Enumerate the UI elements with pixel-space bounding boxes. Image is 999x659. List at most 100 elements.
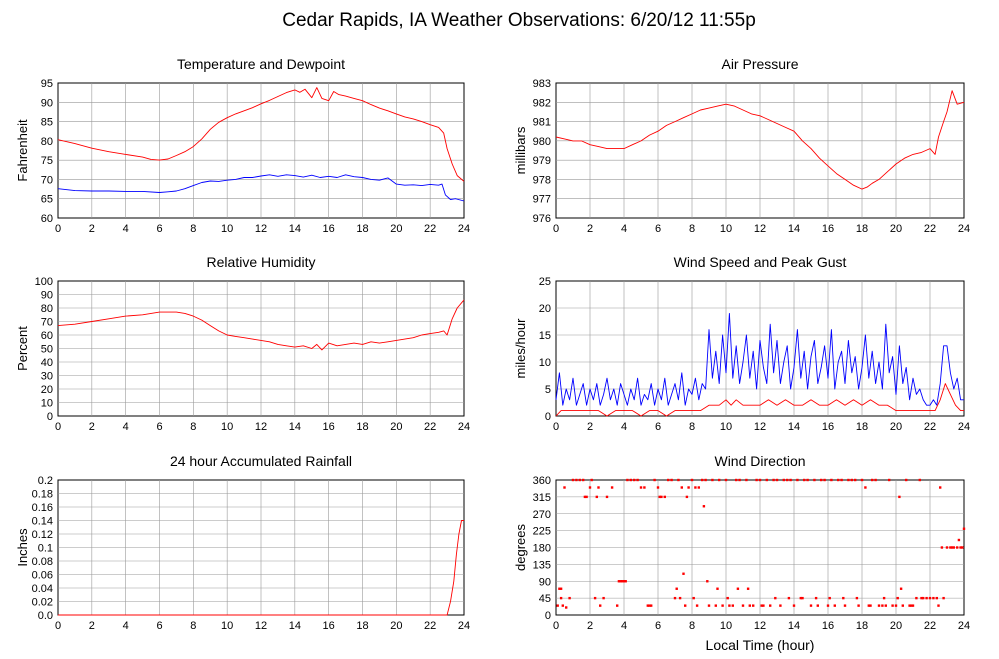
data-point — [786, 478, 789, 482]
x-tick-label: 24 — [958, 620, 970, 632]
data-point — [789, 478, 792, 482]
data-point — [678, 596, 682, 600]
data-point — [937, 604, 940, 607]
data-point — [881, 604, 884, 607]
data-point — [680, 486, 683, 489]
x-tick-label: 22 — [924, 223, 936, 235]
data-point — [830, 478, 833, 482]
y-tick-label: 100 — [35, 276, 53, 288]
data-point — [658, 495, 661, 499]
chart-rain: 0 2 4 6 8 10 12 14 16 18 20 22 240.00.020.040.060.08… — [15, 453, 470, 632]
data-point — [692, 596, 695, 600]
data-point — [842, 596, 845, 600]
y-tick-label: 135 — [533, 559, 551, 571]
y-axis-label: Percent — [15, 326, 30, 371]
y-tick-label: 983 — [533, 78, 551, 90]
series-wind-0 — [555, 312, 964, 406]
x-tick-label: 22 — [924, 421, 936, 433]
data-point — [898, 495, 901, 499]
data-point — [718, 478, 721, 482]
data-point — [716, 587, 719, 590]
series-rain-0 — [58, 520, 464, 616]
data-point — [787, 596, 791, 600]
data-point — [957, 538, 961, 542]
x-tick-label: 14 — [788, 421, 800, 433]
series-line — [58, 520, 464, 616]
data-point — [745, 478, 748, 482]
data-point — [952, 546, 955, 549]
data-point — [697, 486, 700, 489]
data-point — [626, 478, 629, 482]
x-tick-label: 6 — [156, 223, 162, 235]
data-point — [565, 606, 568, 609]
series-humidity-0 — [57, 299, 465, 351]
y-tick-label: 315 — [533, 492, 551, 504]
data-point — [675, 587, 678, 590]
data-point — [707, 604, 711, 607]
data-point — [724, 478, 728, 482]
page-xlabel: Local Time (hour) — [706, 637, 815, 653]
data-point — [874, 478, 877, 482]
data-point — [656, 486, 660, 489]
data-point — [854, 478, 857, 482]
y-tick-label: 95 — [41, 78, 53, 90]
data-point — [559, 596, 563, 600]
data-point — [962, 527, 966, 530]
data-point — [660, 495, 663, 499]
data-point — [922, 596, 925, 600]
x-tick-label: 12 — [754, 421, 766, 433]
y-tick-label: 976 — [533, 213, 551, 225]
x-tick-label: 10 — [720, 620, 732, 632]
chart-direction: 0 2 4 6 8 10 12 14 16 18 20 22 240459013518022527031… — [513, 453, 970, 632]
y-tick-label: 0.14 — [32, 516, 53, 528]
chart-pressure: 0 2 4 6 8 10 12 14 16 18 20 22 249769779789799809819… — [513, 56, 970, 235]
chart-temp: 0 2 4 6 8 10 12 14 16 18 20 22 246065707580859095Tem… — [15, 56, 470, 235]
data-point — [563, 486, 566, 489]
series-temp-0 — [57, 87, 465, 182]
x-tick-label: 14 — [289, 620, 301, 632]
data-point — [616, 604, 619, 607]
data-point — [624, 580, 627, 583]
data-point — [578, 478, 581, 482]
y-axis-label: Inches — [15, 528, 30, 567]
x-tick-label: 16 — [323, 421, 335, 433]
data-point — [803, 478, 806, 482]
data-point — [894, 604, 898, 607]
data-point — [891, 604, 894, 607]
y-tick-label: 180 — [533, 543, 551, 555]
data-point — [646, 604, 649, 607]
charts-group: 0 2 4 6 8 10 12 14 16 18 20 22 246065707580859095Tem… — [15, 56, 970, 632]
data-point — [595, 495, 598, 499]
y-tick-label: 0 — [545, 610, 551, 622]
data-point — [588, 486, 592, 489]
data-point — [774, 596, 777, 600]
data-point — [871, 478, 874, 482]
data-point — [575, 478, 578, 482]
series-line — [57, 87, 465, 182]
y-tick-label: 10 — [41, 398, 53, 410]
x-tick-label: 2 — [587, 421, 593, 433]
x-tick-label: 24 — [958, 223, 970, 235]
data-point — [905, 478, 908, 482]
x-tick-label: 10 — [221, 223, 233, 235]
chart-title: Temperature and Dewpoint — [177, 56, 345, 72]
data-point — [939, 486, 942, 489]
data-point — [799, 596, 802, 600]
y-tick-label: 0.04 — [32, 583, 53, 595]
data-point — [585, 495, 588, 499]
data-point — [896, 596, 899, 600]
data-point — [901, 604, 904, 607]
x-tick-label: 0 — [553, 223, 559, 235]
data-point — [599, 604, 602, 607]
data-point — [629, 478, 632, 482]
y-tick-label: 45 — [539, 593, 551, 605]
y-tick-label: 5 — [545, 384, 551, 396]
series-line — [57, 174, 465, 202]
data-point — [684, 604, 687, 607]
y-tick-label: 10 — [539, 357, 551, 369]
data-point — [558, 587, 561, 590]
y-tick-label: 0 — [47, 411, 53, 423]
y-tick-label: 0.1 — [38, 543, 53, 555]
x-tick-label: 4 — [621, 620, 627, 632]
